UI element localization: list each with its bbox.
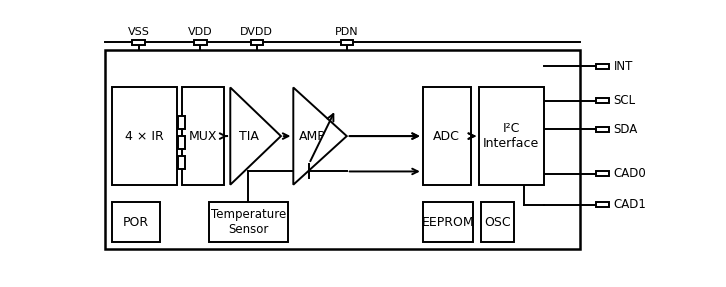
Bar [250,40,263,44]
Bar [209,202,287,242]
Text: TIA: TIA [239,130,258,143]
Bar [195,40,207,44]
Bar [340,40,353,44]
Bar [105,50,580,249]
Bar [423,202,473,242]
Bar [423,88,470,185]
Text: DVDD: DVDD [240,27,273,37]
Bar [112,202,160,242]
Text: CAD1: CAD1 [613,198,646,211]
Text: VSS: VSS [128,27,150,37]
Text: 4 × IR: 4 × IR [125,130,164,143]
Bar [596,127,609,132]
Bar [178,156,185,169]
Text: SCL: SCL [613,94,635,107]
Text: CAD0: CAD0 [613,167,646,180]
Text: SDA: SDA [613,123,637,136]
Bar [112,88,177,185]
Bar [178,116,185,129]
Polygon shape [230,88,281,185]
Bar [182,88,224,185]
Bar [178,136,185,149]
Polygon shape [293,88,347,185]
Text: ADC: ADC [433,130,460,143]
Bar [596,202,609,207]
Text: I²C
Interface: I²C Interface [484,122,539,150]
Text: Temperature
Sensor: Temperature Sensor [211,208,286,236]
Text: AMP: AMP [299,130,326,143]
Text: POR: POR [123,216,149,229]
Bar [596,98,609,103]
Text: MUX: MUX [189,130,217,143]
Bar [479,88,544,185]
Text: PDN: PDN [335,27,359,37]
Bar [132,40,144,44]
Bar [596,171,609,176]
Text: INT: INT [613,60,633,73]
Bar [481,202,515,242]
Text: EEPROM: EEPROM [422,216,474,229]
Text: OSC: OSC [484,216,511,229]
Text: VDD: VDD [188,27,213,37]
Bar [596,64,609,69]
